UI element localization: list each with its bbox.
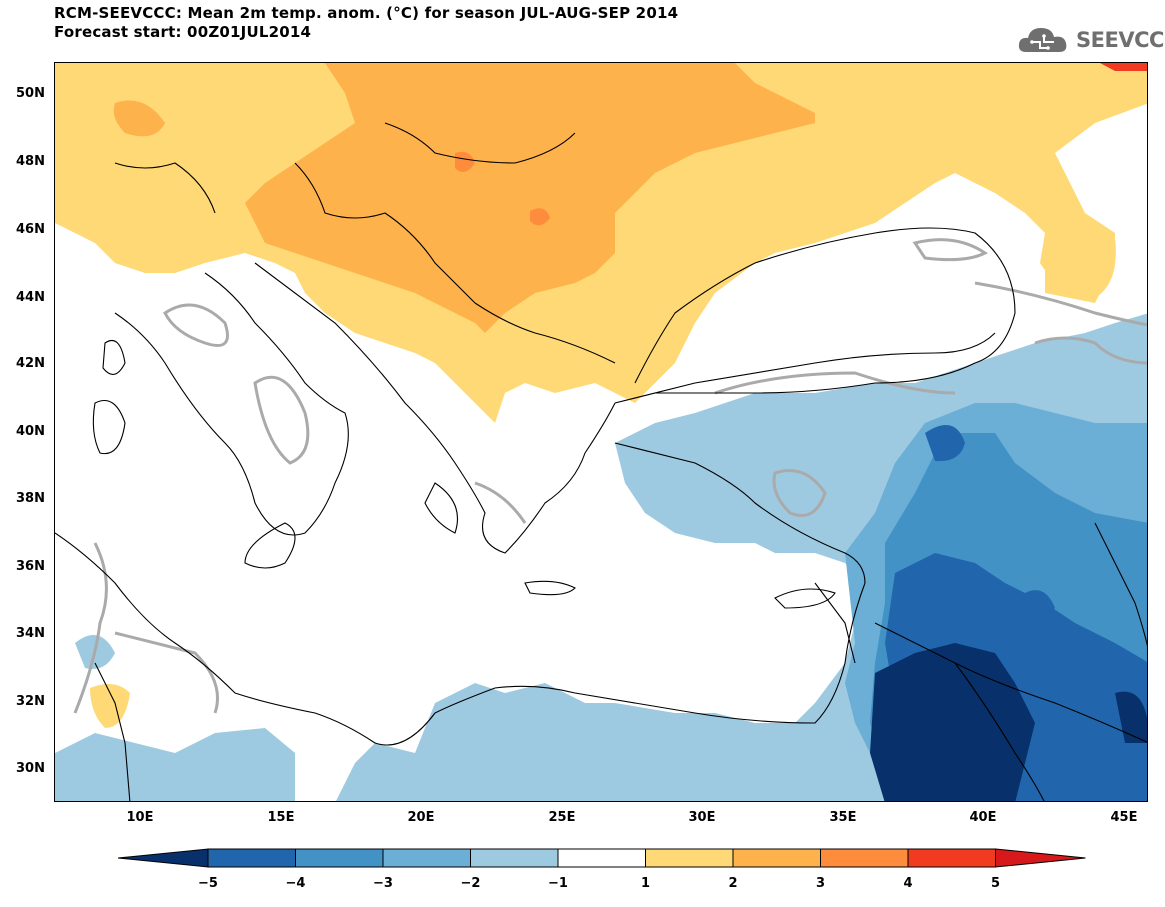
colorbar-segment: [907, 848, 996, 868]
lat-label-40n: 40N: [16, 424, 45, 439]
lon-label-10e: 10E: [126, 810, 154, 825]
lon-label-25e: 25E: [548, 810, 576, 825]
warm-anomaly-north-edge: [1100, 63, 1147, 71]
lat-label-46n: 46N: [16, 222, 45, 237]
cold-anomaly-extreme: [870, 643, 1035, 801]
colorbar-segment: [470, 848, 559, 868]
lon-label-20e: 20E: [407, 810, 435, 825]
warm-anomaly-peak-2: [530, 208, 550, 226]
colorbar-segment: [295, 848, 384, 868]
lat-label-32n: 32N: [16, 694, 45, 709]
warm-anomaly-east: [1040, 229, 1116, 298]
title-line-2: Forecast start: 00Z01JUL2014: [54, 23, 312, 41]
lat-label-36n: 36N: [16, 559, 45, 574]
colorbar-segment: [207, 848, 296, 868]
colorbar-segment: [820, 848, 909, 868]
lat-label-42n: 42N: [16, 356, 45, 371]
lon-label-45e: 45E: [1110, 810, 1138, 825]
colorbar-tick-label: −4: [285, 876, 306, 891]
colorbar-tick-label: 5: [990, 876, 1001, 891]
coastlines: [55, 122, 1147, 801]
warm-anomaly-north-africa: [90, 684, 130, 728]
colorbar-min-arrow: [118, 848, 209, 868]
lat-label-38n: 38N: [16, 491, 45, 506]
colorbar-segment: [732, 848, 821, 868]
colorbar-max-arrow: [995, 848, 1086, 868]
lon-label-30e: 30E: [688, 810, 716, 825]
colorbar-tick-label: 1: [640, 876, 651, 891]
colorbar-tick-label: −2: [460, 876, 481, 891]
map-panel: [54, 62, 1148, 802]
warm-anomaly-west: [113, 100, 165, 137]
lon-label-15e: 15E: [267, 810, 295, 825]
colorbar-segment: [645, 848, 734, 868]
cloud-icon: [1018, 28, 1067, 52]
colorbar-tick-label: 4: [903, 876, 913, 891]
colorbar: [118, 848, 1086, 868]
lon-label-40e: 40E: [969, 810, 997, 825]
colorbar-segments: [118, 848, 1086, 868]
colorbar-segment: [382, 848, 471, 868]
logo-text: SEEVCCC: [1076, 28, 1165, 52]
lat-label-34n: 34N: [16, 626, 45, 641]
cold-anomaly-core-east: [1025, 590, 1055, 617]
lat-label-48n: 48N: [16, 154, 45, 169]
colorbar-tick-label: 3: [815, 876, 826, 891]
zero-contour-lines: [73, 238, 1147, 714]
colorbar-tick-label: −3: [373, 876, 393, 891]
colorbar-tick-label: 2: [728, 876, 738, 891]
map-title: RCM-SEEVCCC: Mean 2m temp. anom. (°C) fo…: [54, 4, 678, 42]
seevccc-logo: SEEVCCC: [1016, 22, 1165, 58]
warm-anomaly-core: [245, 63, 815, 333]
colorbar-tick-label: −5: [198, 876, 218, 891]
colorbar-segment: [557, 848, 646, 868]
cold-anomaly-west: [55, 728, 295, 801]
warm-anomaly-peak: [455, 151, 475, 172]
cold-anomaly-core-north: [925, 425, 965, 462]
anomaly-map: [55, 63, 1147, 801]
lon-label-35e: 35E: [829, 810, 857, 825]
cold-anomaly-extreme-2: [1115, 691, 1147, 743]
title-line-1: RCM-SEEVCCC: Mean 2m temp. anom. (°C) fo…: [54, 4, 679, 22]
lat-label-30n: 30N: [16, 761, 45, 776]
lat-label-44n: 44N: [16, 290, 45, 305]
colorbar-tick-label: −1: [548, 876, 568, 891]
lat-label-50n: 50N: [16, 86, 45, 101]
